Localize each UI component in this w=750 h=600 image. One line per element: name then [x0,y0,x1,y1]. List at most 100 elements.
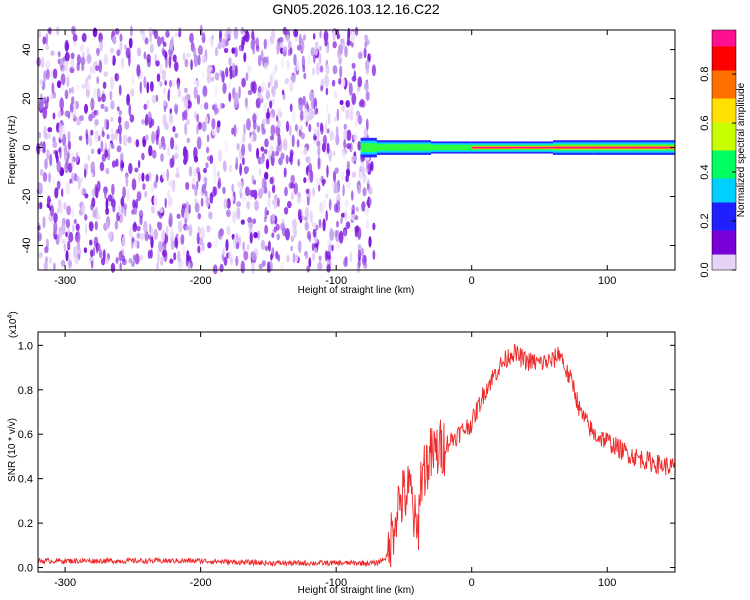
noise-cell [111,160,116,168]
noise-cell [245,72,249,82]
noise-cell [305,251,309,260]
noise-cell [267,240,271,252]
noise-cell [186,52,191,58]
noise-cell [354,215,359,221]
noise-cell [104,118,107,130]
colorbar-swatch [712,94,736,99]
noise-cell [272,98,275,104]
noise-cell [297,158,301,167]
colorbar-ticks: 0.0 0.2 0.4 0.6 0.8 [699,66,736,278]
noise-cell [171,179,176,193]
noise-cell [228,57,232,66]
noise-cell [242,35,247,42]
noise-cell [199,103,204,110]
noise-cell [203,167,207,174]
noise-cell [319,30,322,39]
noise-cell [206,73,212,84]
noise-cell [101,93,106,103]
noise-cell [169,258,174,264]
noise-cell [96,48,100,57]
noise-cell [60,73,66,86]
noise-cell [284,186,288,197]
noise-cell [194,202,200,213]
noise-cell [40,141,43,147]
noise-cell [81,32,87,43]
noise-cell [333,90,338,99]
noise-cell [76,62,80,72]
noise-cell [213,186,218,196]
noise-cell [197,225,201,232]
noise-cell [334,167,339,174]
noise-cell [58,147,61,153]
noise-cell [197,121,202,130]
noise-cell [201,72,205,78]
noise-cell [337,49,341,59]
noise-cell [119,262,122,271]
noise-cell [209,154,214,165]
noise-cell [310,47,315,57]
noise-cell [184,225,190,231]
noise-cell [351,75,357,82]
x-tick-label: -200 [190,577,212,589]
noise-cell [265,158,270,170]
noise-cell [214,47,219,57]
noise-cell [185,149,189,162]
noise-cell [131,260,135,267]
noise-cell [45,238,49,250]
colorbar-swatch [712,146,736,151]
noise-cell [345,108,350,120]
noise-cell [172,125,176,133]
noise-cell [42,140,46,153]
noise-cell [252,218,257,224]
noise-cell [84,193,89,199]
noise-cell [242,193,247,203]
noise-cell [222,160,227,173]
noise-cell [207,242,212,249]
noise-cell [110,133,115,142]
spectrogram-y-ticks: -40 -20 0 20 40 [21,43,675,253]
noise-cell [184,122,188,136]
colorbar-swatch [712,166,736,171]
noise-cell [159,64,163,76]
noise-cell [308,257,312,268]
noise-cell [205,116,209,124]
noise-cell [297,240,302,253]
noise-cell [89,66,93,75]
noise-cell [162,171,165,180]
noise-cell [45,256,48,264]
noise-cell [329,228,335,241]
noise-cell [232,210,237,223]
noise-cell [86,53,92,64]
noise-cell [196,125,199,135]
noise-cell [71,208,75,218]
colorbar-swatch [712,122,736,127]
noise-cell [172,54,177,63]
noise-cell [119,33,123,42]
noise-cell [339,65,343,79]
noise-cell [261,177,267,188]
noise-cell [167,90,170,102]
noise-cell [311,222,317,228]
noise-cell [91,111,96,119]
noise-cell [114,72,118,82]
noise-cell [48,257,53,264]
noise-cell [233,124,237,137]
noise-cell [102,81,107,90]
noise-cell [69,102,74,113]
noise-cell [143,103,148,111]
y-tick-label: 40 [21,43,33,55]
noise-cell [283,45,288,53]
colorbar-swatch [712,98,736,103]
noise-cell [97,96,102,103]
colorbar-swatch [712,262,736,267]
colorbar-swatch [712,266,736,271]
noise-cell [183,99,189,109]
noise-cell [241,143,246,157]
colorbar-swatch [712,246,736,251]
colorbar-swatch [712,198,736,203]
noise-cell [313,46,318,56]
noise-cell [39,202,43,210]
noise-cell [193,86,198,99]
noise-cell [201,242,205,252]
noise-cell [193,54,199,67]
